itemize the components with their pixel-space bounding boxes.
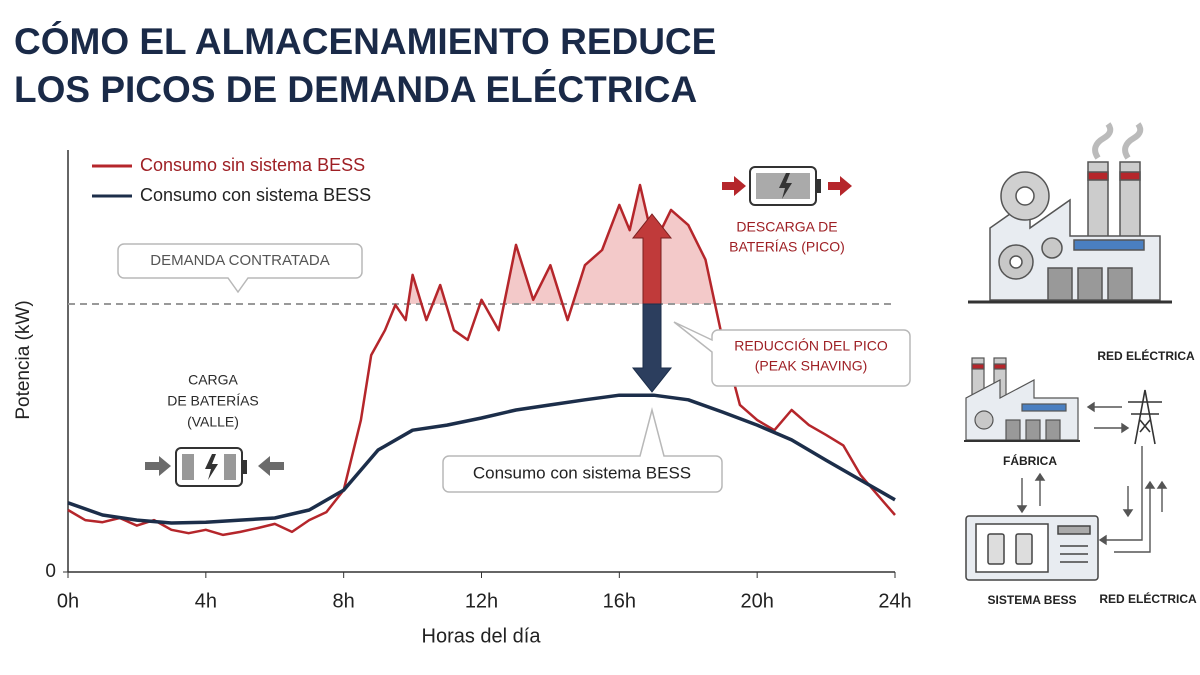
- reduction-label: REDUCCIÓN DEL PICO: [734, 338, 888, 354]
- bess-callout: Consumo con sistema BESS: [442, 407, 723, 493]
- plot-area: 00h 4h 8h 12h 16h 20h 24h Consumo sin sistema B…: [45, 150, 912, 612]
- y-tick-label: 0: [45, 561, 56, 582]
- series-line: [67, 183, 896, 537]
- bess-callout-label: Consumo con sistema BESS: [473, 463, 691, 482]
- x-tick-label: 20h: [740, 590, 773, 612]
- shaving-arrow-bottom: [631, 303, 673, 393]
- factory-icon: [968, 122, 1172, 304]
- chart-title: LOS PICOS DE DEMANDA ELÉCTRICA: [14, 69, 697, 110]
- series-line: [67, 393, 896, 525]
- grid-label: RED ELÉCTRICA: [1097, 348, 1195, 363]
- charge-battery-icon: [145, 447, 284, 487]
- discharge-battery-icon: [722, 166, 852, 206]
- demand-label: DEMANDA CONTRATADA: [150, 252, 329, 269]
- x-tick-label: 16h: [603, 590, 636, 612]
- charge-label: (VALLE): [187, 414, 239, 430]
- small-factory-icon: [964, 357, 1080, 442]
- shaving-arrow-top: [631, 213, 673, 305]
- x-tick-label: 24h: [878, 590, 911, 612]
- x-tick-label: 0h: [57, 590, 79, 612]
- pylon-icon: [1128, 389, 1162, 445]
- flow-arrows: [1016, 401, 1168, 553]
- legend-label: Consumo sin sistema BESS: [140, 155, 365, 175]
- discharge-label: BATERÍAS (PICO): [729, 239, 845, 255]
- bess-label: SISTEMA BESS: [988, 593, 1077, 607]
- reduction-callout: REDUCCIÓN DEL PICO (PEAK SHAVING): [673, 321, 911, 387]
- charge-label: DE BATERÍAS: [167, 393, 259, 409]
- demand-callout: DEMANDA CONTRATADA: [117, 243, 363, 294]
- y-axis-label: Potencia (kW): [13, 300, 34, 419]
- x-tick-label: 8h: [333, 590, 355, 612]
- discharge-label: DESCARGA DE: [736, 219, 837, 235]
- peak-area: [408, 185, 716, 305]
- charge-label: CARGA: [188, 372, 238, 388]
- grid-label: RED ELÉCTRICA: [1099, 591, 1197, 606]
- factory-label: FÁBRICA: [1003, 453, 1057, 468]
- chart-title: CÓMO EL ALMACENAMIENTO REDUCE: [14, 20, 716, 62]
- legend-label: Consumo con sistema BESS: [140, 185, 371, 205]
- x-axis-label: Horas del día: [422, 625, 542, 647]
- reduction-label: (PEAK SHAVING): [755, 358, 868, 374]
- x-tick-label: 4h: [195, 590, 217, 612]
- x-tick-label: 12h: [465, 590, 498, 612]
- bess-cabinet-icon: [965, 515, 1099, 581]
